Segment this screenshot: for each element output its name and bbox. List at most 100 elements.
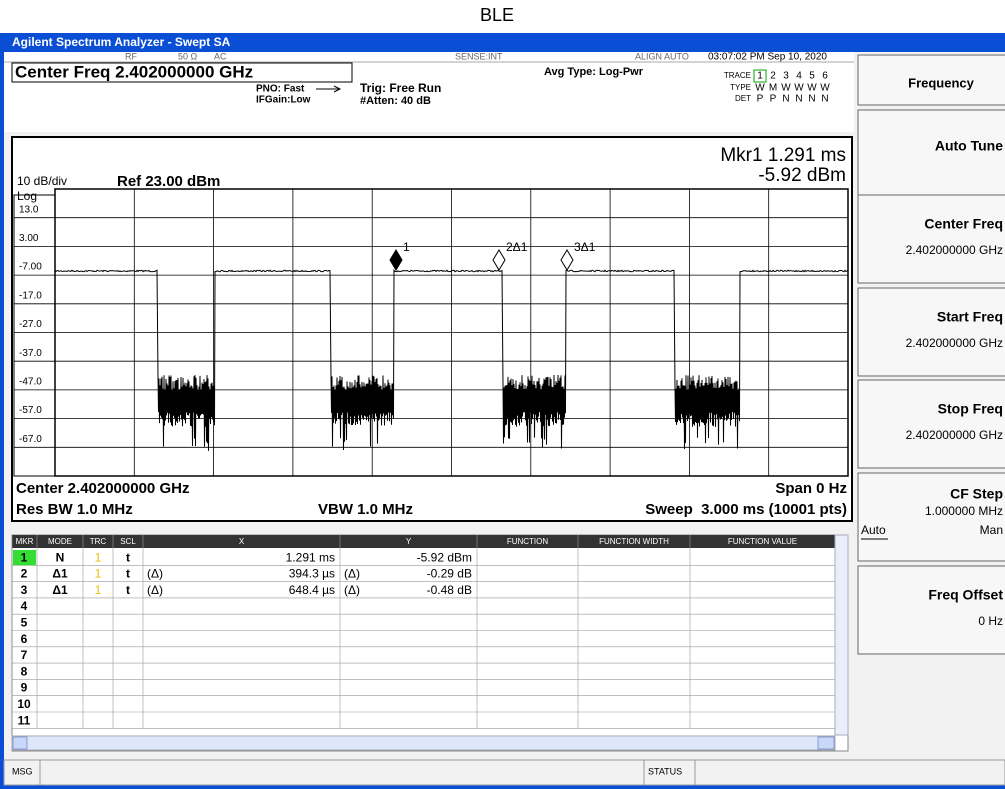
y-label: -67.0 [19, 434, 42, 445]
y-label: -57.0 [19, 405, 42, 416]
scale: 10 dB/div [17, 174, 67, 188]
softkey[interactable] [857, 109, 1005, 199]
x-cell: 648.4 µs [289, 583, 335, 597]
v-scrollbar [834, 534, 849, 736]
mkr-cell: 8 [21, 664, 28, 678]
mkr-cell: 7 [21, 648, 28, 662]
trig: Trig: Free Run [360, 81, 441, 95]
h-scrollbar [11, 735, 836, 751]
softkey-option: Man [980, 523, 1003, 537]
marker-readout: -5.92 dBm [758, 165, 846, 186]
x-cell: 1.291 ms [286, 550, 335, 564]
softkey-label: Auto Tune [935, 138, 1003, 154]
trace-item: 5 [809, 71, 815, 82]
scroll-left[interactable] [12, 736, 28, 750]
softkey-label: Freq Offset [928, 587, 1003, 603]
marker-readout: Mkr1 1.291 ms [720, 145, 846, 166]
table-header-cell: FUNCTION [507, 537, 549, 546]
y-label: -37.0 [19, 348, 42, 359]
det-item: N [808, 94, 815, 105]
sweep: Sweep 3.000 ms (10001 pts) [645, 501, 847, 518]
table-header-cell: FUNCTION WIDTH [599, 537, 669, 546]
mkr-cell: 4 [21, 599, 28, 613]
center-freq: Center Freq 2.402000000 GHz [15, 62, 253, 81]
marker-table [11, 534, 849, 752]
mkr-cell: 6 [21, 632, 28, 646]
softkey[interactable] [857, 379, 1005, 469]
ref-level: Ref 23.00 dBm [117, 173, 220, 190]
scroll-right[interactable] [817, 736, 835, 750]
pno-arrow [316, 85, 342, 93]
softkey-value: 2.402000000 GHz [906, 243, 1003, 257]
y-label: -7.00 [19, 262, 42, 273]
mkr-cell: 9 [21, 681, 28, 695]
type-item: W [781, 83, 791, 94]
det-label: DET [735, 94, 751, 103]
trace-highlight [753, 69, 767, 83]
span-label: Span 0 Hz [775, 480, 847, 497]
y-cell: -0.29 dB [427, 567, 472, 581]
y-label: 13.0 [19, 204, 39, 215]
trc-cell: 1 [95, 567, 102, 581]
det-item: P [770, 94, 777, 105]
table-header-cell: Y [406, 537, 412, 546]
softkey[interactable] [857, 194, 1005, 284]
type-item: M [769, 83, 777, 94]
trace [54, 268, 849, 451]
ifgain: IFGain:Low [256, 95, 311, 106]
softkey[interactable] [857, 472, 1005, 562]
softkey-value: 1.000000 MHz [925, 504, 1003, 518]
trace-item: 2 [770, 71, 776, 82]
res-bw: Res BW 1.0 MHz [16, 501, 133, 518]
softkey-label: Stop Freq [938, 401, 1003, 417]
softkey-value: 0 Hz [978, 614, 1003, 628]
softkey[interactable] [857, 287, 1005, 377]
vbw: VBW 1.0 MHz [318, 501, 413, 518]
type-item: W [820, 83, 830, 94]
marker-label: 3Δ1 [574, 240, 596, 254]
footer-msg: MSG [12, 766, 33, 776]
trace-label: TRACE [724, 71, 751, 80]
avg-type: Avg Type: Log-Pwr [544, 66, 644, 78]
window-title: Agilent Spectrum Analyzer - Swept SA [12, 35, 231, 49]
softkey-label: Center Freq [924, 216, 1003, 232]
marker-diamond [389, 249, 403, 271]
y-label: -27.0 [19, 319, 42, 330]
atten: #Atten: 40 dB [360, 95, 431, 107]
status-rf: RF [125, 51, 137, 61]
scl-cell: t [126, 550, 130, 564]
graticule-left [13, 194, 56, 477]
mode-cell: Δ1 [52, 567, 68, 581]
softkey-menu [857, 54, 1005, 106]
selected-marker-cell [13, 550, 36, 566]
marker-label: 1 [403, 240, 410, 254]
y-cell: -0.48 dB [427, 583, 472, 597]
mkr-cell: 2 [21, 567, 28, 581]
plot-panel [11, 136, 853, 522]
info-area [4, 52, 854, 132]
mkr-cell: 1 [21, 550, 28, 564]
trace-item: 6 [822, 71, 828, 82]
mkr-cell: 11 [18, 713, 31, 727]
det-item: N [782, 94, 789, 105]
table-header-cell: SCL [120, 537, 136, 546]
trc-cell: 1 [95, 550, 102, 564]
y-label: -47.0 [19, 377, 42, 388]
softkey-value: 2.402000000 GHz [906, 336, 1003, 350]
softkey-label: CF Step [950, 486, 1003, 502]
footer-status: STATUS [648, 766, 682, 776]
softkey[interactable] [857, 565, 1005, 655]
trace-item: 3 [783, 71, 789, 82]
footer-bar [3, 759, 1005, 786]
status-coupling: AC [214, 51, 227, 61]
center-freq-box [11, 62, 353, 83]
mode-cell: Δ1 [52, 583, 68, 597]
mkr-cell: 3 [21, 583, 28, 597]
center-label: Center 2.402000000 GHz [16, 480, 189, 497]
status-impedance: 50 Ω [178, 51, 198, 61]
status-align: ALIGN AUTO [635, 51, 689, 61]
log-label: Log [17, 189, 37, 203]
softkey-option: Auto [861, 523, 886, 537]
softkey-label: Start Freq [937, 309, 1003, 325]
type-label: TYPE [730, 83, 751, 92]
